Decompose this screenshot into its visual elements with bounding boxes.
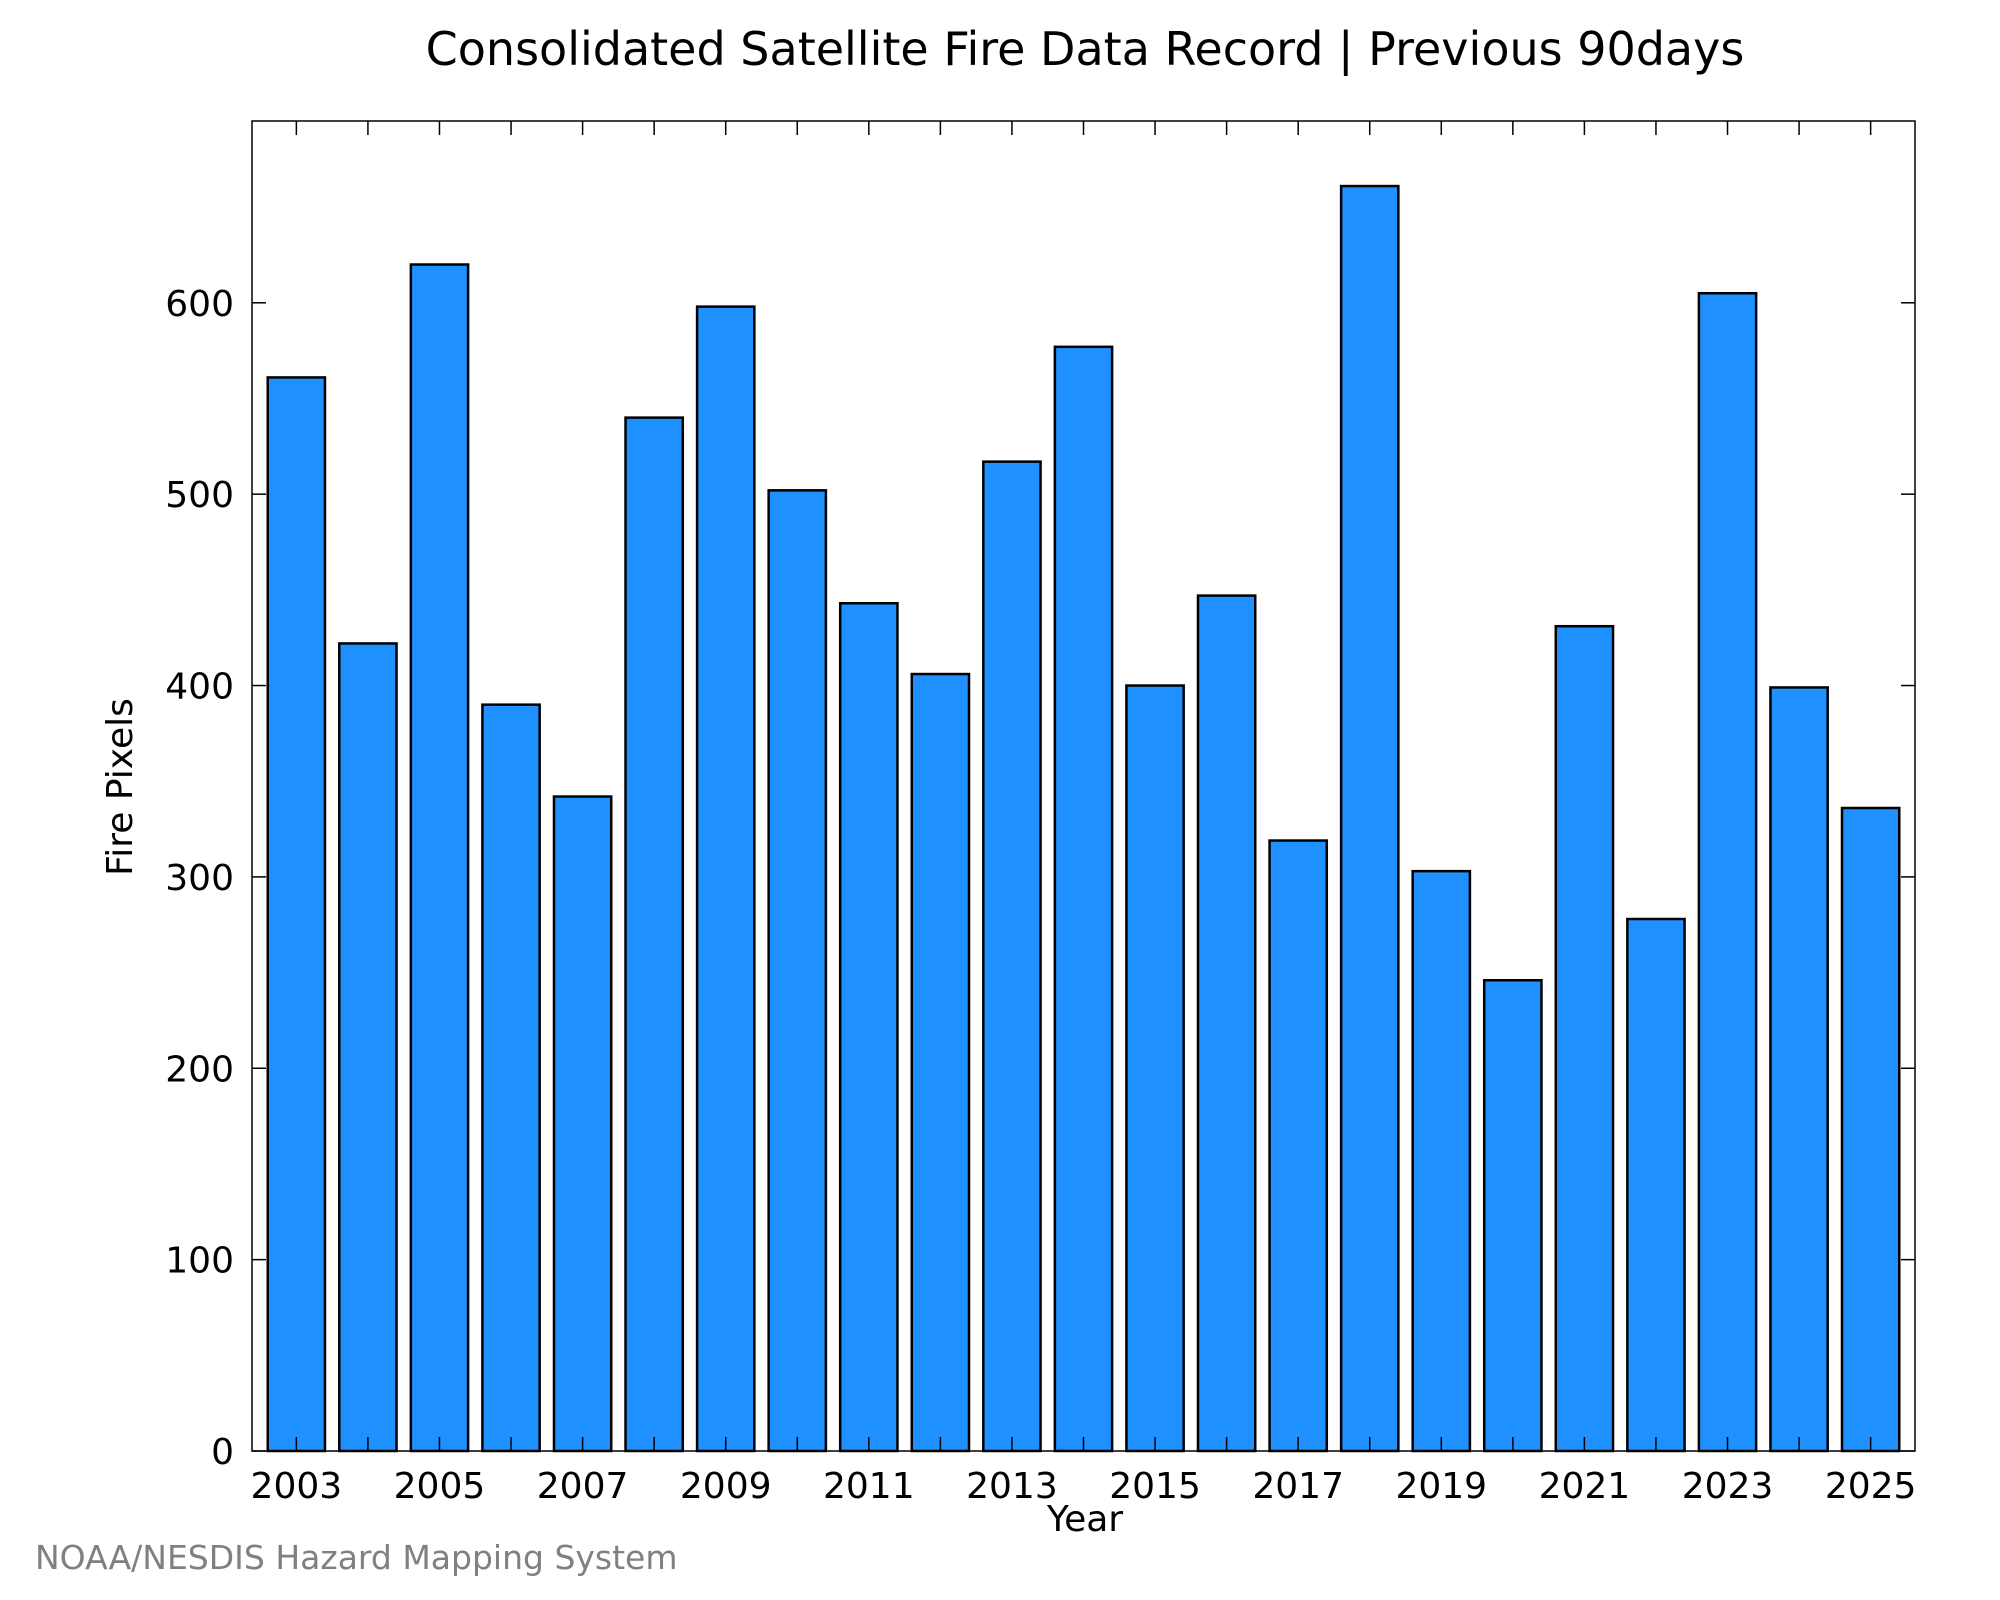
bar-2003 [266,376,327,1453]
bar-2009 [695,305,756,1453]
y-tick-label-100: 100 [165,1241,234,1282]
bar-2018 [1339,184,1400,1453]
x-tick-label-2023: 2023 [1682,1466,1774,1507]
y-tick-label-400: 400 [165,667,234,708]
bar-2004 [338,642,398,1453]
x-tick-label-2015: 2015 [1109,1466,1201,1507]
x-tick-label-2017: 2017 [1252,1466,1344,1507]
source-credit: NOAA/NESDIS Hazard Mapping System [35,1538,678,1577]
y-tick-label-300: 300 [165,858,234,899]
x-tick-label-2011: 2011 [823,1466,915,1507]
bar-2022 [1626,917,1686,1453]
bar-2008 [624,416,685,1453]
x-tick-label-2009: 2009 [680,1466,772,1507]
bar-2013 [982,460,1042,1453]
y-axis-title: Fire Pixels [100,698,141,876]
bar-2015 [1125,684,1185,1453]
bar-2016 [1196,594,1257,1453]
x-tick-label-2005: 2005 [394,1466,486,1507]
bar-2007 [552,795,613,1453]
bar-2019 [1411,869,1472,1453]
bar-2012 [910,672,971,1453]
x-tick-label-2019: 2019 [1395,1466,1487,1507]
bars-group [266,184,1901,1453]
y-tick-label-0: 0 [211,1432,234,1473]
x-tick-label-2025: 2025 [1825,1466,1917,1507]
bar-2023 [1697,291,1758,1453]
y-tick-label-600: 600 [165,284,234,325]
x-tick-label-2007: 2007 [537,1466,629,1507]
x-tick-label-2013: 2013 [966,1466,1058,1507]
bar-2005 [409,263,470,1453]
bar-2017 [1268,839,1329,1453]
bar-2014 [1053,345,1114,1453]
x-tick-label-2021: 2021 [1539,1466,1631,1507]
bar-2020 [1482,978,1543,1453]
x-tick-label-2003: 2003 [251,1466,343,1507]
y-tick-label-200: 200 [165,1049,234,1090]
bar-2024 [1769,686,1829,1453]
plot-frame [251,120,1916,1452]
bar-2021 [1554,624,1615,1453]
bar-2011 [838,601,899,1453]
chart-title: Consolidated Satellite Fire Data Record … [426,22,1745,77]
bar-2025 [1840,806,1901,1453]
bar-2006 [481,703,541,1453]
bar-2010 [767,489,828,1453]
x-axis-title: Year [1046,1499,1123,1540]
y-tick-label-500: 500 [165,475,234,516]
ticks-group: 0 100 200 300 400 500 600 2003 2005 2007 2009 2011 2… [165,121,1916,1507]
